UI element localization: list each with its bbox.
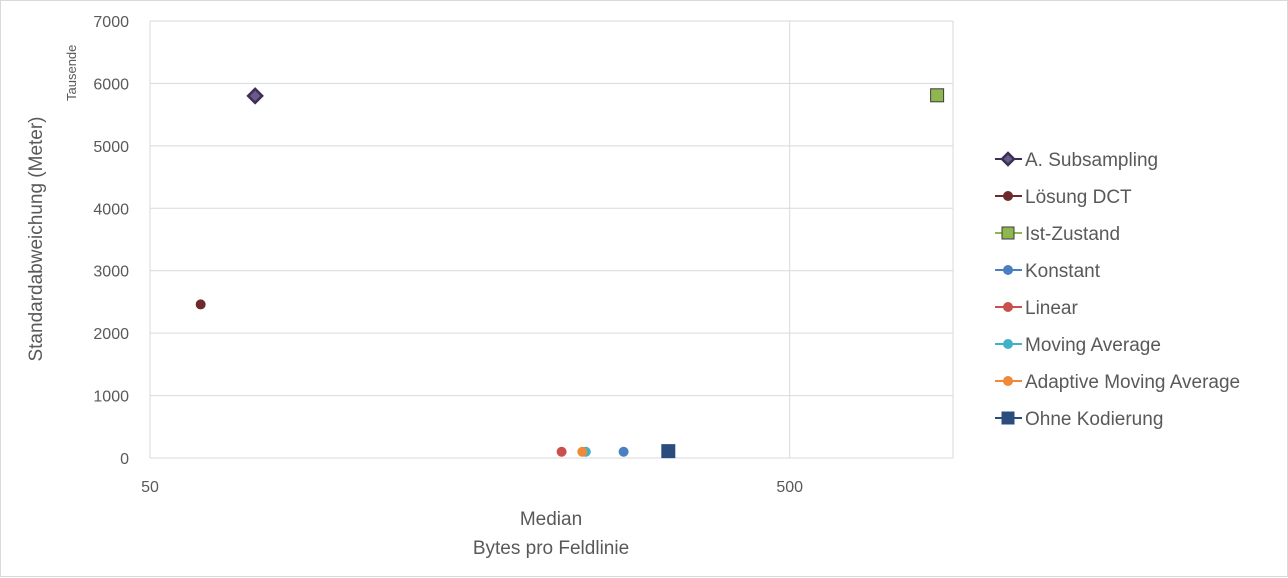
y-tick-label: 1000 bbox=[93, 389, 129, 406]
y-tick-label: 2000 bbox=[93, 326, 129, 343]
point-konstant bbox=[618, 446, 629, 457]
point-linear bbox=[556, 446, 567, 457]
point-ist-zustand bbox=[930, 88, 945, 103]
legend-label-ist-zustand: Ist-Zustand bbox=[1025, 224, 1120, 245]
legend-marker-ist-zustand bbox=[1001, 226, 1015, 240]
y-tick-label: 5000 bbox=[93, 139, 129, 156]
y-axis-unit-label: Tausende bbox=[64, 45, 79, 101]
legend-marker-ohne-kodierung bbox=[1001, 411, 1015, 425]
y-axis-title: Standardabweichung (Meter) bbox=[26, 116, 47, 361]
x-tick-label: 50 bbox=[141, 479, 159, 496]
x-axis-title-line2: Bytes pro Feldlinie bbox=[473, 538, 629, 559]
legend-label-moving-average: Moving Average bbox=[1025, 335, 1161, 356]
legend-marker-adaptive-moving-average bbox=[1003, 376, 1013, 386]
y-tick-label: 6000 bbox=[93, 76, 129, 93]
legend: A. Subsampling Lösung DCT Ist-Zustand Konst… bbox=[995, 150, 1240, 430]
point-ohne-kodierung bbox=[661, 444, 676, 459]
x-tick-label: 500 bbox=[776, 479, 803, 496]
legend-marker-l-sung-dct bbox=[1003, 191, 1013, 201]
legend-label-ohne-kodierung: Ohne Kodierung bbox=[1025, 409, 1163, 430]
legend-label-linear: Linear bbox=[1025, 298, 1078, 319]
y-tick-label: 3000 bbox=[93, 264, 129, 281]
legend-marker-moving-average bbox=[1003, 339, 1013, 349]
data-points bbox=[195, 87, 945, 459]
point-a-subsampling bbox=[246, 87, 264, 105]
y-tick-label: 4000 bbox=[93, 201, 129, 218]
legend-label-a-subsampling: A. Subsampling bbox=[1025, 150, 1158, 171]
legend-marker-konstant bbox=[1003, 265, 1013, 275]
point-l-sung-dct bbox=[195, 299, 206, 310]
point-adaptive-moving-average bbox=[577, 446, 588, 457]
gridlines bbox=[149, 20, 954, 459]
x-axis-title-line1: Median bbox=[520, 509, 582, 530]
legend-marker-linear bbox=[1003, 302, 1013, 312]
y-tick-label: 7000 bbox=[93, 14, 129, 31]
legend-label-konstant: Konstant bbox=[1025, 261, 1101, 282]
legend-marker-a-subsampling bbox=[1000, 151, 1016, 167]
axis-ticks: 0 1000 2000 3000 4000 5000 6000 7000 50 500 bbox=[93, 14, 803, 496]
y-tick-label: 0 bbox=[120, 451, 129, 468]
legend-label-l-sung-dct: Lösung DCT bbox=[1025, 187, 1132, 208]
legend-label-adaptive-moving-average: Adaptive Moving Average bbox=[1025, 372, 1240, 393]
